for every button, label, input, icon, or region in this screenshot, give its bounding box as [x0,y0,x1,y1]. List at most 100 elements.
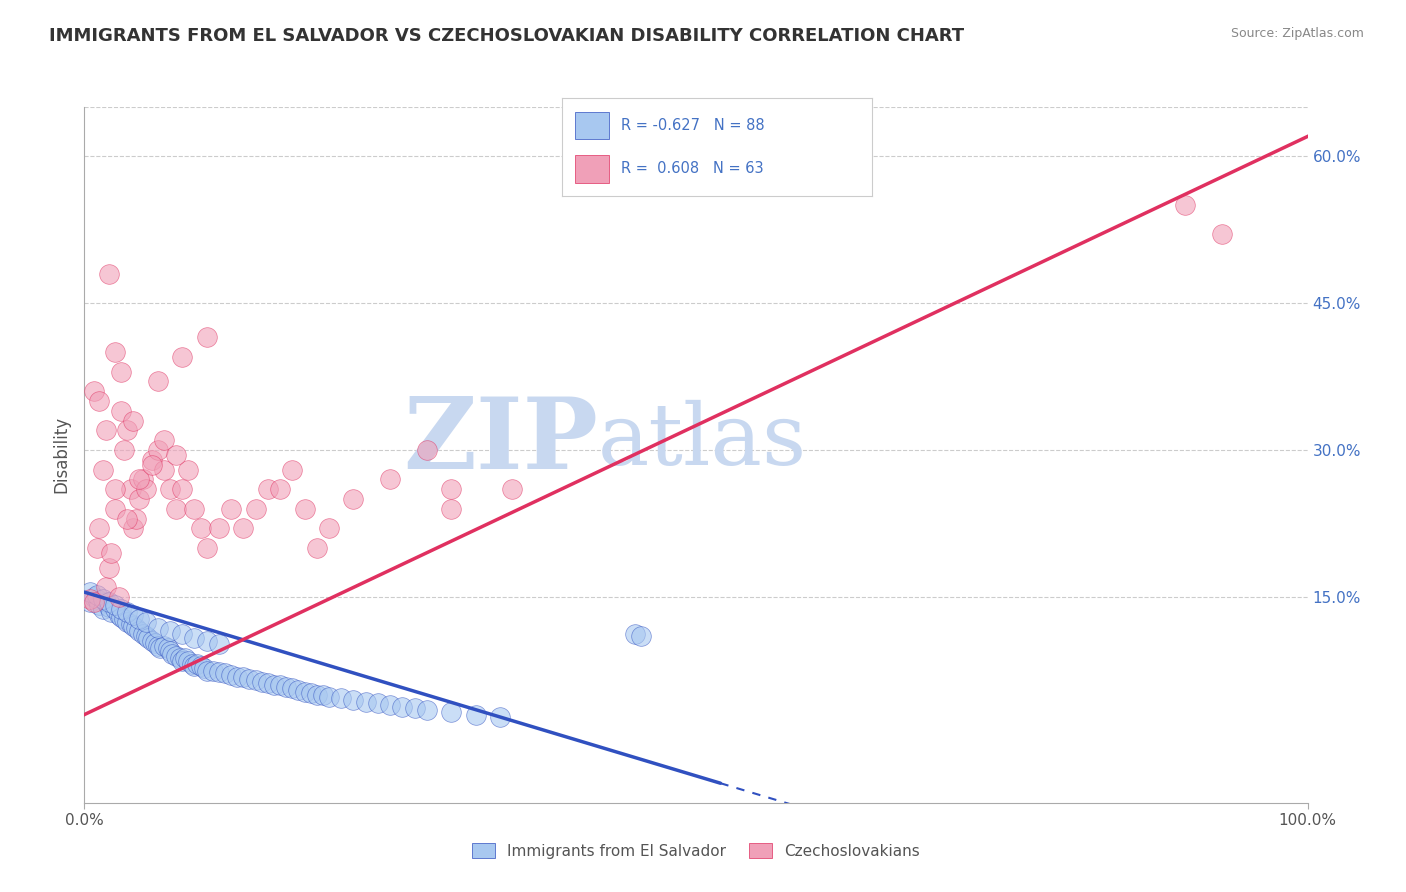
Point [162,647,184,661]
Point [208,665,231,680]
Point [136,631,159,645]
Point [87,598,110,612]
Point [91,591,114,606]
Point [172,627,194,641]
Point [172,654,194,668]
Bar [575,155,609,183]
Point [391,699,413,714]
Point [153,434,176,448]
Point [181,657,204,671]
Point [440,501,463,516]
Point [195,664,218,678]
Point [214,666,236,681]
Point [305,688,328,702]
Point [110,365,132,379]
Point [153,639,176,653]
Point [120,482,142,496]
Point [128,491,150,506]
Point [201,664,224,678]
Point [100,546,122,560]
Point [120,617,142,632]
Point [87,394,110,409]
Point [190,521,212,535]
Point [380,472,402,486]
Point [135,629,157,643]
Point [143,636,166,650]
Point [195,541,218,555]
Point [115,511,138,525]
Point [96,580,118,594]
Point [502,482,524,496]
Point [287,683,309,698]
Point [146,621,169,635]
Point [219,668,242,682]
Point [183,631,205,645]
Point [489,709,512,723]
Point [104,345,127,359]
Point [159,644,181,658]
Point [624,627,647,641]
Point [257,676,280,690]
Point [128,611,150,625]
Point [96,595,118,609]
Point [79,585,101,599]
Point [86,541,108,555]
Point [172,350,194,364]
Point [104,501,127,516]
Point [183,501,205,516]
Point [146,375,169,389]
Text: R =  0.608   N = 63: R = 0.608 N = 63 [621,161,763,177]
Point [141,452,163,467]
Point [219,501,242,516]
Point [104,601,127,615]
Point [183,658,205,673]
Point [330,690,353,705]
Point [404,700,426,714]
Point [115,605,138,619]
Text: R = -0.627   N = 88: R = -0.627 N = 88 [621,118,765,133]
Point [125,621,148,635]
Point [79,591,101,606]
Point [97,595,120,609]
Point [1211,227,1233,242]
Point [294,501,316,516]
Point [159,624,181,639]
Point [232,670,254,684]
Legend: Immigrants from El Salvador, Czechoslovakians: Immigrants from El Salvador, Czechoslova… [465,837,927,864]
Point [208,637,231,651]
Point [122,521,145,535]
Text: Source: ZipAtlas.com: Source: ZipAtlas.com [1230,27,1364,40]
Point [281,681,304,695]
Point [245,501,267,516]
Point [354,695,377,709]
Point [115,615,138,629]
Point [110,601,132,615]
Point [159,482,181,496]
Point [132,472,155,486]
Point [165,448,187,462]
Point [135,615,157,629]
Point [250,675,273,690]
Point [630,629,652,643]
Point [128,624,150,639]
Point [112,443,135,458]
Point [97,599,120,614]
Point [132,627,155,641]
Point [100,605,122,619]
Point [146,443,169,458]
Point [125,511,148,525]
Point [135,482,157,496]
Point [122,607,145,622]
Point [193,660,215,674]
Point [312,688,335,702]
Point [153,462,176,476]
Point [91,462,114,476]
Point [173,650,195,665]
Point [263,678,285,692]
Point [83,590,105,604]
Y-axis label: Disability: Disability [52,417,70,493]
Point [318,521,340,535]
Point [190,658,212,673]
Point [165,648,187,663]
Point [169,650,191,665]
